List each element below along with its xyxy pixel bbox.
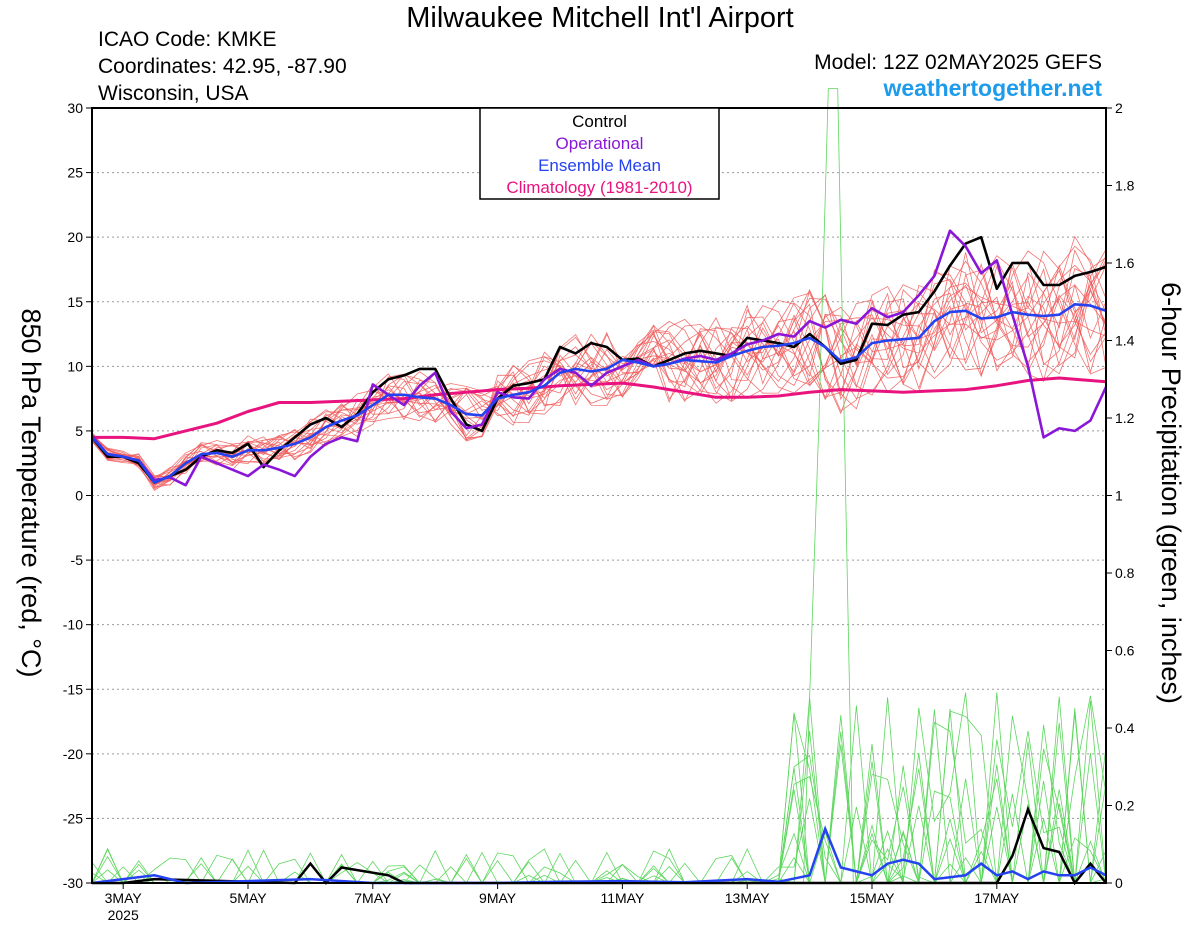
y2-tick-label: 0.6 [1115, 643, 1135, 659]
temp-mean-line [91, 303, 1107, 484]
legend-entry: Climatology (1981-2010) [506, 178, 692, 197]
y-tick-label: 15 [67, 294, 83, 310]
x-tick-label: 17MAY [974, 890, 1020, 906]
chart-title: Milwaukee Mitchell Int'l Airport [406, 2, 794, 34]
y-tick-label: -15 [63, 681, 83, 697]
temp-member-line [91, 249, 1107, 486]
temp-member-line [91, 252, 1107, 482]
legend-entry: Control [572, 112, 627, 131]
legend: Control Operational Ensemble Mean Climatolo… [479, 107, 720, 200]
y-tick-label: -20 [63, 746, 83, 762]
temp-member-line [91, 264, 1107, 482]
station-info: ICAO Code: KMKE Coordinates: 42.95, -87.… [98, 26, 347, 107]
y-tick-label: -5 [71, 552, 84, 568]
y2-tick-label: 0.2 [1115, 798, 1135, 814]
y-tick-label: 30 [67, 100, 83, 116]
icao-code: ICAO Code: KMKE [98, 28, 277, 51]
y-tick-label: -10 [63, 617, 83, 633]
y2-tick-label: 1 [1115, 488, 1123, 504]
ensemble-members [91, 88, 1107, 885]
precip-member-line [91, 709, 1107, 884]
temp-member-line [91, 264, 1107, 478]
model-run: Model: 12Z 02MAY2025 GEFS [814, 51, 1102, 74]
x-tick-label: 11MAY [600, 890, 644, 906]
legend-entry: Ensemble Mean [538, 156, 661, 175]
legend-entry: Operational [556, 134, 644, 153]
x-tick-label: 5MAY [229, 890, 267, 906]
temp-member-line [91, 235, 1107, 478]
y-axis-label: 850 hPa Temperature (red, °C) [16, 309, 46, 678]
temp-climatology-line [92, 376, 1107, 441]
y2-axis-label: 6-hour Precipitation (green, inches) [1156, 282, 1186, 704]
temp-member-line [91, 250, 1107, 478]
site-link[interactable]: weathertogether.net [883, 75, 1102, 101]
legend-box [479, 107, 720, 200]
temp-operational-line [91, 229, 1108, 487]
y-tick-label: 10 [67, 358, 83, 374]
y2-tick-label: 0.8 [1115, 565, 1135, 581]
precip-member-line [803, 88, 854, 884]
y2-tick-label: 1.4 [1115, 333, 1135, 349]
y-tick-label: 25 [67, 165, 83, 181]
y2-tick-label: 1.6 [1115, 255, 1135, 271]
x-tick-label: 7MAY [354, 890, 392, 906]
y2-tick-label: 2 [1115, 100, 1123, 116]
axis-ticks: 302520151050-5-10-15-20-25-3021.81.61.41… [63, 100, 1135, 923]
y-tick-label: 5 [75, 423, 83, 439]
y-tick-label: -30 [63, 875, 83, 891]
y-tick-label: 20 [67, 229, 83, 245]
grid [92, 172, 1106, 819]
x-tick-sublabel: 2025 [108, 907, 139, 923]
x-tick-label: 15MAY [850, 890, 896, 906]
y2-tick-label: 0.4 [1115, 720, 1135, 736]
y-tick-label: 0 [75, 488, 83, 504]
x-tick-label: 3MAY [105, 890, 143, 906]
y2-tick-label: 1.8 [1115, 178, 1135, 194]
x-tick-label: 9MAY [479, 890, 517, 906]
y-tick-label: -25 [63, 810, 83, 826]
y2-tick-label: 1.2 [1115, 410, 1135, 426]
x-tick-label: 13MAY [725, 890, 771, 906]
region: Wisconsin, USA [98, 82, 249, 105]
temp-control-line [90, 235, 1107, 484]
y2-tick-label: 0 [1115, 875, 1123, 891]
temp-member-line [91, 259, 1107, 486]
coordinates: Coordinates: 42.95, -87.90 [98, 55, 347, 78]
